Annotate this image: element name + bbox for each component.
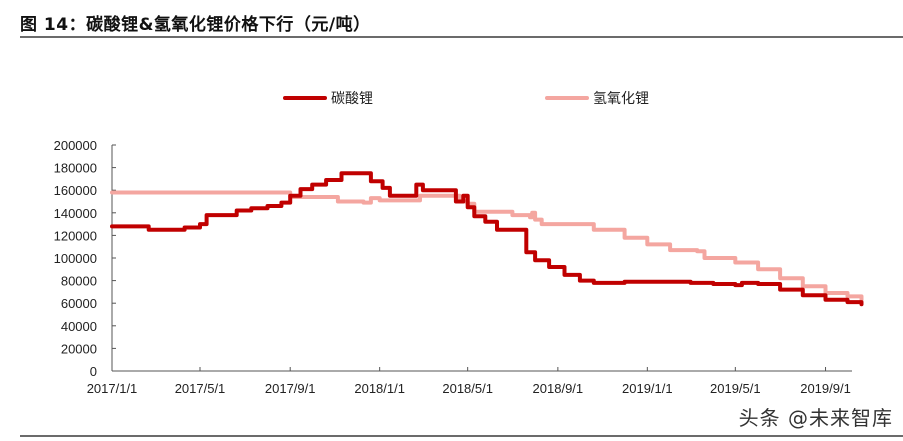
series-line-lithium-hydroxide: [110, 190, 864, 302]
x-tick-label: 2019/5/1: [710, 381, 761, 396]
series-lines: [110, 171, 864, 307]
bottom-divider: [20, 435, 903, 437]
y-tick-label: 180000: [54, 161, 97, 176]
y-tick-label: 140000: [54, 206, 97, 221]
legend-item-lithium-carbonate: 碳酸锂: [283, 88, 373, 108]
x-tick-label: 2017/1/1: [87, 381, 138, 396]
legend-swatch-lithium-hydroxide: [545, 96, 589, 100]
legend-label: 碳酸锂: [331, 91, 373, 107]
watermark: 头条 @未来智库: [738, 406, 893, 430]
legend-label: 氢氧化锂: [593, 91, 649, 107]
x-tick-label: 2018/1/1: [354, 381, 405, 396]
top-divider: [20, 36, 903, 38]
x-tick-label: 2017/5/1: [175, 381, 226, 396]
x-tick-label: 2019/1/1: [622, 381, 673, 396]
y-tick-label: 100000: [54, 251, 97, 266]
y-tick-label: 80000: [61, 274, 97, 289]
series-line-lithium-carbonate: [110, 171, 864, 307]
axes: 0 20000 40000 60000 80000 100000 120000 140000 1…: [54, 138, 852, 396]
x-tick-label: 2019/9/1: [800, 381, 851, 396]
y-tick-label: 120000: [54, 228, 97, 243]
x-tick-label: 2018/5/1: [442, 381, 493, 396]
x-tick-label: 2017/9/1: [265, 381, 316, 396]
chart-title: 图 14：碳酸锂&氢氧化锂价格下行（元/吨）: [20, 15, 371, 35]
y-tick-label: 0: [90, 364, 97, 379]
legend-item-lithium-hydroxide: 氢氧化锂: [545, 88, 649, 108]
y-tick-label: 60000: [61, 296, 97, 311]
y-tick-label: 160000: [54, 183, 97, 198]
y-tick-label: 200000: [54, 138, 97, 153]
legend-swatch-lithium-carbonate: [283, 96, 327, 100]
x-tick-label: 2018/9/1: [533, 381, 584, 396]
y-tick-label: 20000: [61, 341, 97, 356]
y-tick-label: 40000: [61, 319, 97, 334]
